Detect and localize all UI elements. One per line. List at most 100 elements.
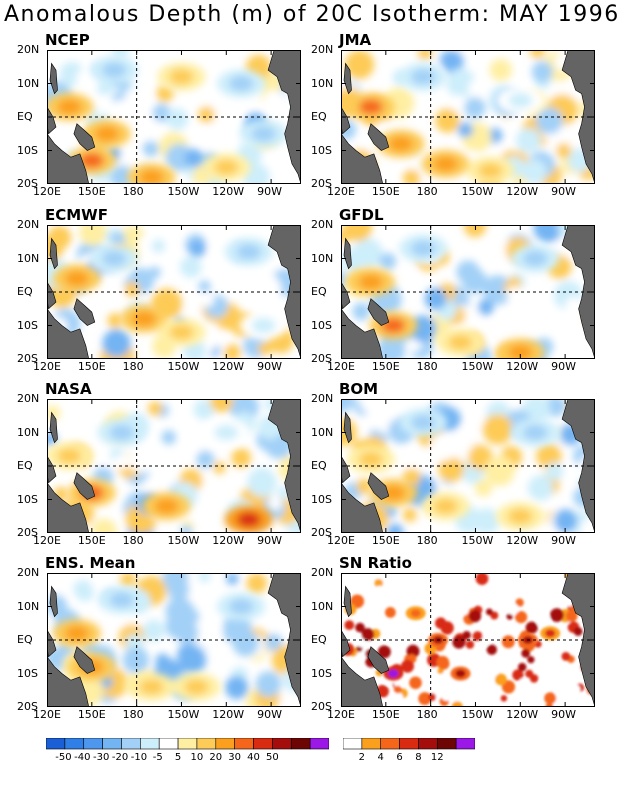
field-blob [474,508,500,533]
colorbar-svg [342,737,476,750]
field-blob [110,231,126,247]
field-blob [469,410,485,427]
x-tick-label: 90W [257,534,282,547]
colorbar-label: 6 [396,752,403,763]
field-blob [255,671,282,697]
field-blob [110,164,134,184]
field-blob [462,631,471,640]
y-tick-label: 20N [17,218,40,231]
x-tick-label: 120W [212,534,245,547]
y-tick-label: EQ [311,633,327,646]
colorbar-swatch [64,737,85,750]
map-svg [47,573,301,707]
land-mass [367,123,390,151]
x-tick-label: 150E [77,708,106,721]
land-mass [343,237,352,270]
field-blob [198,573,211,583]
field-blob [122,646,150,674]
field-blob [556,142,572,159]
y-tick-label: 20S [311,700,332,713]
colorbar-swatch [215,737,235,750]
field-blob [393,677,404,688]
field-blob [496,583,506,593]
land-mass [47,106,57,135]
map-panel [47,399,301,533]
colorbar-swatch [272,737,292,750]
x-tick-label: 150E [371,185,400,198]
field-blob [361,628,375,641]
anomaly-core [229,598,254,615]
field-blob [209,399,234,413]
field-blob [460,607,469,616]
colorbar-label: 5 [174,752,182,763]
field-blob [439,673,449,683]
land-mass [367,472,390,500]
colorbar-swatch [196,737,217,750]
y-tick-label: 20N [17,43,40,56]
field-blob [527,475,554,501]
colorbar-label: -10 [130,752,148,763]
colorbar-label: 20 [209,752,223,763]
x-tick-label: 90W [551,185,576,198]
x-tick-label: 90W [257,708,282,721]
anomaly-features [346,62,545,184]
panel-title: NCEP [45,31,90,49]
field-blob [515,611,528,624]
field-blob [417,50,433,62]
y-tick-label: 20S [17,700,38,713]
field-blob [198,280,211,293]
field-blob [483,676,491,684]
y-tick-label: 20S [17,177,38,190]
field-blob [566,610,578,622]
x-tick-label: 120E [33,708,61,721]
anomaly-core [154,498,179,514]
field-blob [188,239,207,257]
anomaly-core [94,126,119,142]
colorbar-swatch [436,737,457,750]
land-mass [47,482,90,533]
field-blob [193,399,215,420]
field-blob [73,579,93,599]
y-tick-label: 10S [17,318,38,332]
land-mass [343,585,352,618]
field-blob [573,627,583,636]
field-blob [500,695,508,702]
field-blob [165,143,194,172]
field-blob [475,573,489,585]
field-blob [472,631,483,642]
field-blob [151,239,166,253]
field-blob [489,670,498,679]
land-mass [341,281,351,310]
field-blob [180,525,193,533]
land-mass [73,646,96,674]
anomaly-core [433,498,458,514]
map-svg [341,225,595,359]
x-tick-label: 150W [167,708,200,721]
land-mass [341,308,384,359]
anomaly-features [47,56,288,184]
anomaly-core [64,625,89,641]
field-blob [563,331,588,356]
land-mass [341,106,351,135]
field-blob [466,305,482,320]
land-mass [47,629,57,658]
colorbar-swatch [380,737,400,750]
field-blob [495,673,507,686]
field-blob [462,268,488,294]
x-tick-label: 120E [33,360,61,373]
anomaly-core [388,136,413,152]
anomaly-core [64,270,89,287]
x-tick-label: 150W [461,360,494,373]
field-blob [355,622,365,633]
panel-title: GFDL [339,206,384,224]
land-mass [73,472,96,500]
x-tick-label: 120E [327,708,355,721]
sn-ratio-colorbar: 2 4 6 8 12 [342,735,476,767]
field-blob [420,573,432,581]
field-blob [430,587,444,601]
field-blob [489,143,503,158]
y-tick-label: 10S [17,143,38,157]
colorbar-swatch [102,737,122,750]
y-tick-label: EQ [17,110,33,123]
anomaly-core [358,451,383,467]
